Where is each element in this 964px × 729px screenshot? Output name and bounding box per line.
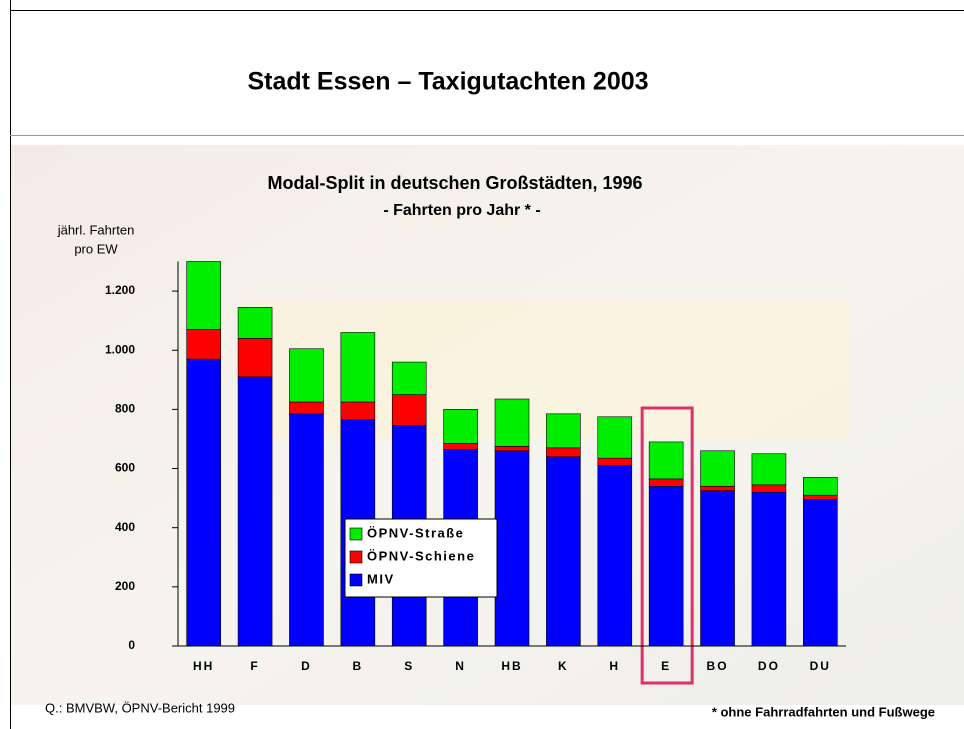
bar-segment: [701, 486, 735, 490]
bar-segment: [803, 500, 837, 646]
x-tick-label: BO: [707, 659, 729, 673]
bar-segment: [187, 330, 221, 360]
x-tick-label: K: [558, 659, 569, 673]
bar-segment: [546, 457, 580, 646]
bar-segment: [649, 479, 683, 486]
bar-segment: [598, 458, 632, 465]
bar-segment: [546, 448, 580, 457]
y-axis-label: pro EW: [74, 241, 118, 256]
bar-segment: [289, 414, 323, 646]
bar-segment: [289, 402, 323, 414]
bar-segment: [752, 492, 786, 646]
x-tick-label: S: [404, 659, 414, 673]
bar-segment: [598, 417, 632, 458]
legend-label: MIV: [367, 571, 395, 586]
legend-swatch: [350, 574, 362, 586]
bar-segment: [649, 442, 683, 479]
bar-segment: [752, 454, 786, 485]
x-tick-label: B: [353, 659, 364, 673]
slide: Stadt Essen – Taxigutachten 2003 Modal-S…: [0, 0, 964, 729]
bar-segment: [701, 451, 735, 486]
bar-segment: [187, 262, 221, 330]
x-tick-label: N: [455, 659, 466, 673]
legend-swatch: [350, 551, 362, 563]
legend-label: ÖPNV-Straße: [367, 525, 464, 540]
bar-segment: [341, 402, 375, 420]
y-axis-label: jährl. Fahrten: [57, 222, 135, 237]
legend-swatch: [350, 528, 362, 540]
y-tick-label: 600: [115, 461, 135, 475]
bar-segment: [649, 486, 683, 646]
y-tick-label: 0: [128, 638, 135, 652]
bar-segment: [341, 332, 375, 402]
y-tick-label: 1.000: [105, 342, 135, 356]
bar-segment: [289, 349, 323, 402]
bar-segment: [546, 414, 580, 448]
y-tick-label: 400: [115, 520, 135, 534]
source: Q.: BMVBW, ÖPNV-Bericht 1999: [45, 700, 235, 715]
bar-segment: [803, 495, 837, 499]
bar-segment: [392, 395, 426, 426]
chart-subtitle: - Fahrten pro Jahr * -: [383, 202, 540, 219]
x-tick-label: HB: [501, 659, 522, 673]
bar-segment: [444, 443, 478, 449]
bar-segment: [752, 485, 786, 492]
x-tick-label: H: [609, 659, 620, 673]
legend-label: ÖPNV-Schiene: [367, 548, 475, 563]
x-tick-label: F: [250, 659, 259, 673]
bar-segment: [598, 466, 632, 646]
bar-segment: [187, 359, 221, 646]
bar-segment: [803, 477, 837, 495]
slide-title: Stadt Essen – Taxigutachten 2003: [247, 68, 648, 96]
bar-segment: [444, 409, 478, 443]
chart-title: Modal-Split in deutschen Großstädten, 19…: [267, 173, 642, 193]
y-tick-label: 1.200: [105, 283, 135, 297]
x-tick-label: DU: [810, 659, 831, 673]
y-tick-label: 200: [115, 579, 135, 593]
bar-segment: [495, 446, 529, 450]
bar-segment: [701, 491, 735, 646]
x-tick-label: E: [661, 659, 671, 673]
bar-segment: [238, 377, 272, 646]
y-tick-label: 800: [115, 402, 135, 416]
x-tick-label: HH: [193, 659, 214, 673]
bar-segment: [392, 362, 426, 395]
footnote: * ohne Fahrradfahrten und Fußwege: [712, 704, 935, 719]
x-tick-label: DO: [758, 659, 780, 673]
x-tick-label: D: [301, 659, 312, 673]
bar-segment: [495, 399, 529, 446]
bar-segment: [238, 338, 272, 376]
bar-segment: [495, 451, 529, 646]
bar-segment: [238, 307, 272, 338]
